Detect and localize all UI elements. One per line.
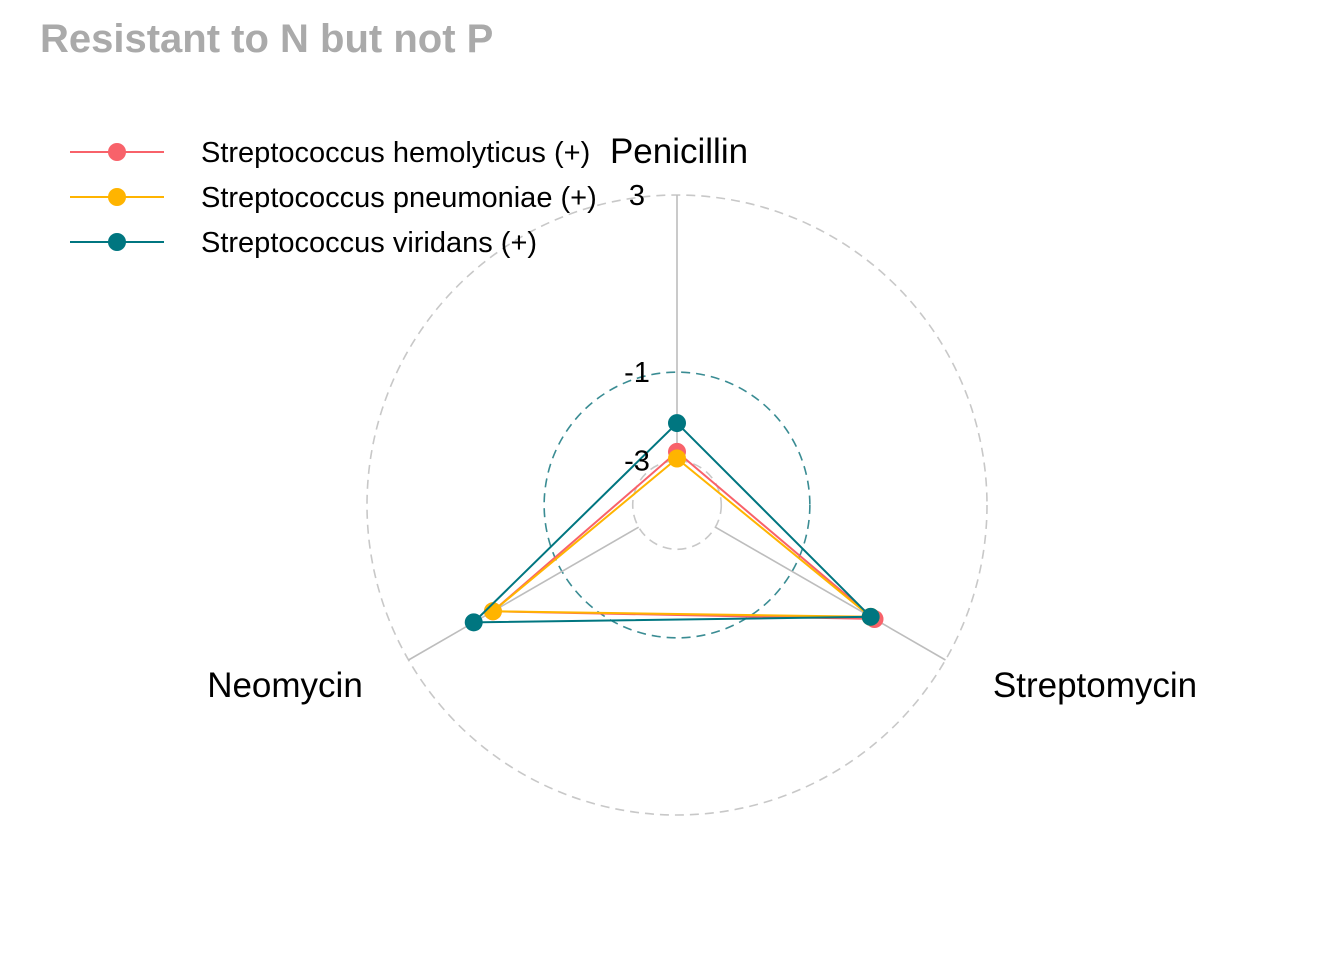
radar-series <box>464 414 884 632</box>
legend-label: Streptococcus hemolyticus (+) <box>201 137 590 169</box>
grid-value-label: -1 <box>624 357 650 389</box>
legend-label: Streptococcus viridans (+) <box>201 227 537 259</box>
series-group <box>483 442 884 629</box>
legend-label: Streptococcus pneumoniae (+) <box>201 182 597 214</box>
series-line <box>471 421 874 624</box>
series-line <box>490 450 878 621</box>
legend-marker <box>108 188 126 206</box>
data-point <box>861 607 880 626</box>
data-point <box>483 602 502 621</box>
chart-title: Resistant to N but not P <box>40 17 493 61</box>
legend-item: Streptococcus viridans (+) <box>70 227 537 259</box>
axis-label-neomycin: Neomycin <box>207 666 363 705</box>
legend: Streptococcus hemolyticus (+) Streptococc… <box>70 137 597 259</box>
series-group <box>483 449 880 626</box>
grid-value-label: 3 <box>629 180 645 212</box>
axis-label-penicillin: Penicillin <box>610 132 748 171</box>
data-point <box>668 414 686 433</box>
grid-circle <box>631 459 723 551</box>
data-point <box>464 613 483 632</box>
radar-labels: -3 -1 3 Penicillin Streptomycin Neomycin <box>207 132 1197 705</box>
axis-spoke <box>714 526 946 661</box>
legend-item: Streptococcus pneumoniae (+) <box>70 182 597 214</box>
grid-circle <box>543 371 811 639</box>
data-point <box>668 449 686 468</box>
legend-marker <box>108 143 126 161</box>
legend-marker <box>108 233 126 251</box>
grid-value-label: -3 <box>624 446 650 478</box>
axis-label-streptomycin: Streptomycin <box>993 666 1197 705</box>
series-line <box>490 457 874 618</box>
axis-spoke <box>408 526 640 661</box>
radar-grid <box>366 194 988 816</box>
series-group <box>464 414 880 632</box>
legend-item: Streptococcus hemolyticus (+) <box>70 137 590 169</box>
